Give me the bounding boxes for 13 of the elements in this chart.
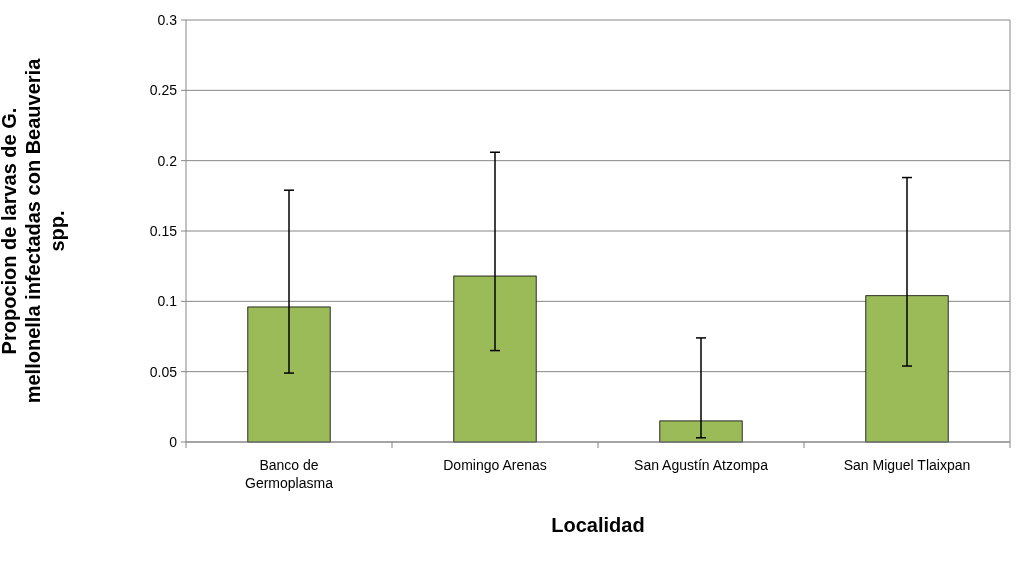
x-tick-label: San Miguel Tlaixpan — [843, 457, 971, 473]
y-tick-label: 0.2 — [157, 152, 178, 169]
x-axis-title: Localidad — [551, 514, 645, 536]
y-tick-label: 0.3 — [157, 11, 178, 28]
x-tick-label: San Agustín Atzompa — [634, 457, 769, 473]
y-axis-title: Propocion de larvas de G. mellonella infectadas con Beauveria spp. — [0, 57, 68, 404]
x-tick-label: Domingo Arenas — [443, 457, 547, 473]
y-tick-label: 0.25 — [149, 82, 178, 99]
y-tick-label: 0.1 — [157, 293, 178, 310]
y-tick-label: 0.15 — [149, 222, 178, 239]
x-tick-label: Banco de Germoplasma — [245, 457, 334, 491]
y-tick-label: 0.05 — [149, 363, 178, 380]
y-tick-label: 0 — [169, 433, 178, 450]
